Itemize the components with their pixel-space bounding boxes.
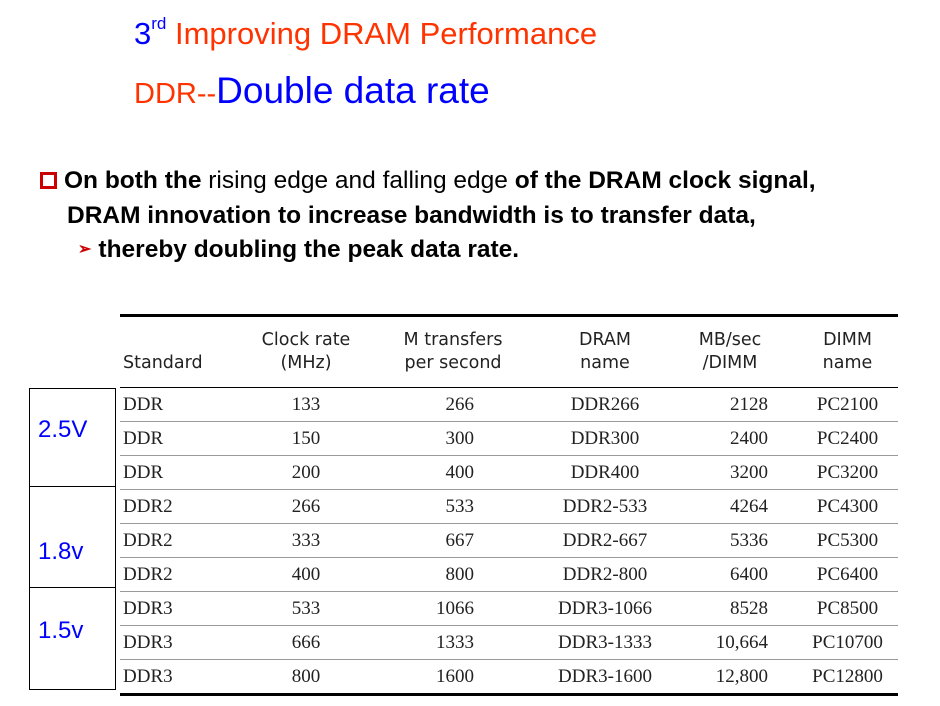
cell-dimm-name: PC6400 [816,564,879,585]
cell-standard: DDR2 [123,496,173,517]
cell-dram-name: DDR2-667 [562,530,648,551]
sub-bullet: ➢ thereby doubling the peak data rate. [78,236,519,264]
cell-mb-sec: 6400 [730,564,768,585]
voltage-label-ddr2: 1.8v [38,538,84,565]
bullet-line-2: DRAM innovation to increase bandwidth is… [40,198,930,233]
cell-mb-sec: 2128 [730,394,768,415]
cell-dimm-name: PC4300 [816,496,879,517]
cell-m-transfers: 1066 [436,598,474,619]
cell-clock-rate: 200 [291,462,321,483]
cell-dimm-name: PC2100 [816,394,879,415]
header-dram-name: DRAM name [579,330,631,373]
table-row: DDR2 266 533 DDR2-533 4264 PC4300 [120,490,898,524]
cell-clock-rate: 533 [291,598,321,619]
cell-m-transfers: 1600 [436,666,474,687]
header-standard: Standard [123,353,203,373]
cell-dimm-name: PC12800 [812,666,883,687]
cell-dimm-name: PC5300 [816,530,879,551]
cell-dram-name: DDR266 [570,394,640,415]
cell-dimm-name: PC8500 [816,598,879,619]
bullet-normal-1: rising edge and falling edge [201,167,515,194]
arrow-bullet-icon: ➢ [78,241,92,258]
cell-m-transfers: 800 [445,564,475,585]
cell-standard: DDR3 [123,598,173,619]
cell-mb-sec: 4264 [730,496,768,517]
cell-clock-rate: 333 [291,530,321,551]
cell-dimm-name: PC10700 [812,632,883,653]
cell-clock-rate: 150 [291,428,321,449]
cell-standard: DDR [123,428,164,449]
cell-mb-sec: 5336 [730,530,768,551]
cell-m-transfers: 400 [445,462,475,483]
cell-standard: DDR3 [123,632,173,653]
cell-dram-name: DDR3-1066 [558,598,652,619]
title-ordinal-number: 3 [134,16,152,51]
cell-standard: DDR3 [123,666,173,687]
cell-standard: DDR [123,462,164,483]
voltage-label-ddr3: 1.5v [38,617,84,644]
square-bullet-icon [40,172,57,189]
cell-mb-sec: 10,664 [715,632,768,653]
table-header-row: Standard Clock rate (MHz) M transfers per … [120,317,898,388]
table-top-rule [120,314,898,317]
table-row: DDR3 800 1600 DDR3-1600 12,800 PC12800 [120,660,898,696]
cell-dimm-name: PC2400 [816,428,879,449]
cell-mb-sec: 12,800 [715,666,768,687]
cell-dram-name: DDR400 [570,462,640,483]
table-row: DDR2 400 800 DDR2-800 6400 PC6400 [120,558,898,592]
cell-dram-name: DDR2-533 [562,496,648,517]
cell-clock-rate: 400 [291,564,321,585]
cell-m-transfers: 266 [445,394,475,415]
table-row: DDR 150 300 DDR300 2400 PC2400 [120,422,898,456]
table-row: DDR 200 400 DDR400 3200 PC3200 [120,456,898,490]
subtitle-abbr: DDR-- [134,78,217,110]
slide-title: 3rd Improving DRAM Performance [134,13,598,52]
cell-clock-rate: 666 [291,632,321,653]
sub-bullet-text: thereby doubling the peak data rate. [98,236,520,263]
voltage-label-ddr: 2.5V [38,416,88,443]
header-clock-rate: Clock rate (MHz) [261,330,351,373]
cell-mb-sec: 3200 [730,462,768,483]
table-row: DDR3 666 1333 DDR3-1333 10,664 PC10700 [120,626,898,660]
cell-mb-sec: 8528 [730,598,768,619]
dram-standards-table: Standard Clock rate (MHz) M transfers per … [120,314,898,696]
cell-standard: DDR [123,394,164,415]
voltage-box-ddr2 [29,486,116,588]
table-row: DDR2 333 667 DDR2-667 5336 PC5300 [120,524,898,558]
cell-m-transfers: 533 [445,496,475,517]
cell-dram-name: DDR3-1600 [558,666,652,687]
bullet-bold-2: of the DRAM clock signal, [514,167,816,194]
header-dimm-name: DIMM name [822,330,873,373]
cell-clock-rate: 266 [291,496,321,517]
title-ordinal-suffix: rd [151,13,167,33]
cell-m-transfers: 1333 [436,632,474,653]
cell-m-transfers: 667 [445,530,475,551]
cell-dimm-name: PC3200 [816,462,879,483]
bullet-bold-1: On both the [64,167,202,194]
cell-standard: DDR2 [123,530,173,551]
cell-standard: DDR2 [123,564,173,585]
cell-mb-sec: 2400 [730,428,768,449]
main-bullet: On both the rising edge and falling edge… [40,163,930,233]
bullet-line-1: On both the rising edge and falling edge… [40,163,930,198]
table-body: DDR 133 266 DDR266 2128 PC2100 DDR 150 300 DDR300… [120,388,898,696]
bullet-bold-3: DRAM innovation to increase bandwidth is… [67,202,756,229]
table-row: DDR 133 266 DDR266 2128 PC2100 [120,388,898,422]
cell-dram-name: DDR300 [570,428,640,449]
cell-dram-name: DDR2-800 [562,564,648,585]
voltage-box-ddr3 [29,587,116,690]
table-row: DDR3 533 1066 DDR3-1066 8528 PC8500 [120,592,898,626]
cell-clock-rate: 800 [291,666,321,687]
cell-clock-rate: 133 [291,394,321,415]
cell-dram-name: DDR3-1333 [558,632,652,653]
header-m-transfers: M transfers per second [403,330,503,373]
header-mb-sec: MB/sec/DIMM [698,330,762,373]
cell-m-transfers: 300 [445,428,475,449]
subtitle-full-name: Double data rate [216,70,490,111]
slide-subtitle: DDR--Double data rate [134,70,490,112]
title-heading: Improving DRAM Performance [166,16,598,51]
